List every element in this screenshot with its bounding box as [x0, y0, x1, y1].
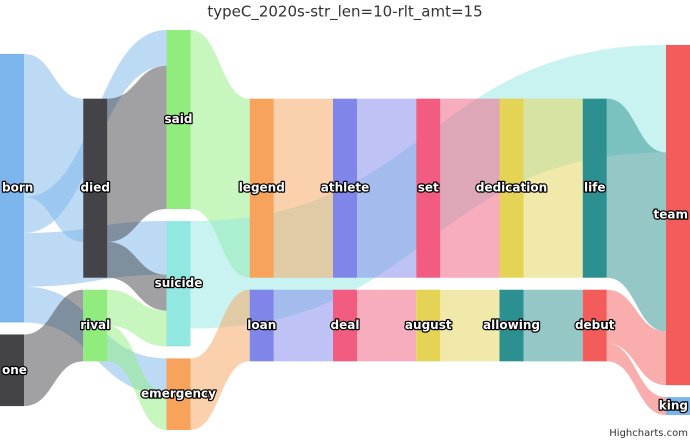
- link: [107, 241, 167, 311]
- node-label: rival: [80, 318, 110, 332]
- node: [582, 98, 607, 278]
- node-label: debut: [575, 318, 615, 332]
- node: [499, 289, 524, 362]
- link: [190, 30, 250, 278]
- node: [0, 53, 24, 323]
- node-label: team: [654, 208, 688, 222]
- node: [83, 289, 108, 362]
- link: [440, 98, 500, 278]
- node-label: athlete: [321, 181, 370, 195]
- node: [83, 98, 108, 278]
- node: [499, 98, 524, 278]
- node: [666, 44, 690, 386]
- link: [190, 289, 250, 430]
- nodes: born one died rival said suicide emergency lege…: [0, 30, 690, 430]
- node: [166, 221, 191, 347]
- node: [249, 289, 274, 362]
- link: [273, 289, 333, 362]
- node: [0, 334, 24, 407]
- node-label: loan: [247, 318, 276, 332]
- node-label: life: [584, 181, 606, 195]
- chart-title: typeC_2020s-str_len=10-rlt_amt=15: [207, 3, 482, 22]
- credits[interactable]: Highcharts.com: [609, 428, 688, 439]
- node-label: deal: [331, 318, 360, 332]
- node-label: suicide: [155, 276, 203, 290]
- link: [357, 289, 417, 362]
- node: [166, 358, 191, 430]
- link: [606, 98, 666, 332]
- node: [416, 289, 441, 362]
- node-label: said: [165, 112, 193, 126]
- link: [107, 325, 167, 430]
- node: [582, 289, 607, 362]
- link: [24, 289, 84, 407]
- node: [333, 289, 357, 362]
- link: [606, 343, 666, 416]
- node-label: emergency: [141, 387, 216, 401]
- node-label: august: [405, 318, 452, 332]
- node: [666, 397, 690, 416]
- node: [166, 30, 191, 210]
- node: [249, 98, 274, 278]
- link: [523, 289, 583, 362]
- node-label: born: [2, 181, 33, 195]
- node: [333, 98, 357, 278]
- node-label: king: [659, 399, 688, 413]
- link: [107, 65, 167, 242]
- link: [273, 98, 333, 278]
- link: [523, 98, 583, 278]
- node-label: legend: [239, 181, 285, 195]
- link: [606, 289, 666, 386]
- link: [440, 289, 500, 362]
- link: [107, 289, 167, 347]
- link: [357, 98, 417, 278]
- node-label: dedication: [476, 181, 547, 195]
- node-label: one: [2, 363, 27, 377]
- node: [416, 98, 441, 278]
- node-label: allowing: [483, 318, 540, 332]
- node-label: set: [418, 181, 439, 195]
- node-label: died: [81, 181, 110, 195]
